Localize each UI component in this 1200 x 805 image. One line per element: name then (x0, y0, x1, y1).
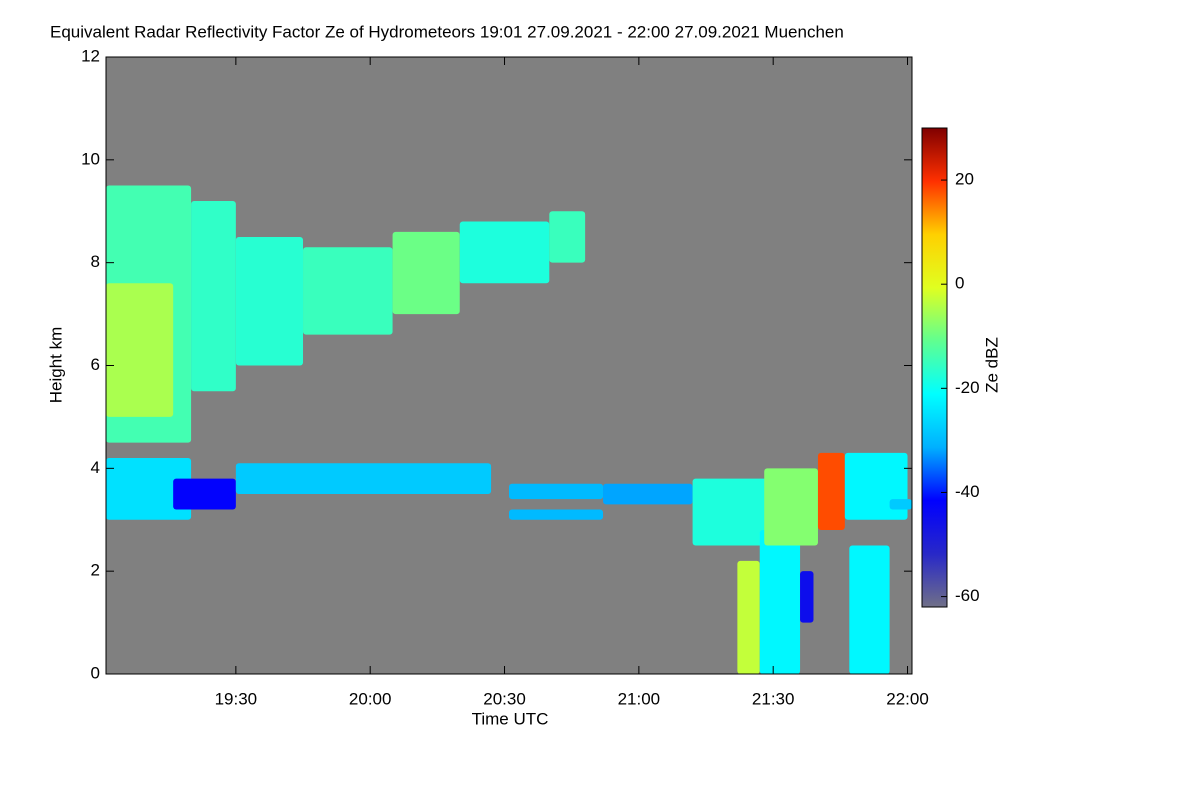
x-tick-label: 20:30 (483, 689, 526, 708)
reflectivity-cell (173, 478, 236, 510)
reflectivity-cell (191, 200, 236, 392)
y-tick-label: 8 (91, 252, 100, 271)
y-axis-label: Height km (46, 327, 65, 404)
reflectivity-cell (303, 247, 393, 335)
y-tick-label: 10 (81, 149, 100, 168)
reflectivity-cell (800, 571, 814, 623)
y-tick-label: 4 (91, 458, 100, 477)
y-tick-label: 12 (81, 46, 100, 65)
reflectivity-cell (844, 452, 908, 520)
x-tick-label: 22:00 (886, 689, 929, 708)
colorbar-tick-label: 20 (955, 170, 974, 189)
colorbar (921, 127, 948, 608)
reflectivity-cell (509, 483, 604, 500)
x-tick-label: 21:30 (752, 689, 795, 708)
reflectivity-cell (392, 231, 460, 315)
colorbar-tick-label: -40 (955, 482, 980, 501)
reflectivity-cell (509, 509, 604, 520)
y-tick-label: 6 (91, 355, 100, 374)
reflectivity-cell (889, 499, 912, 510)
colorbar-label: Ze dBZ (982, 337, 1001, 393)
reflectivity-cell (549, 211, 586, 263)
y-tick-label: 2 (91, 561, 100, 580)
reflectivity-cell (106, 283, 174, 417)
reflectivity-cell (692, 478, 774, 546)
reflectivity-cell (603, 483, 693, 505)
reflectivity-cell (849, 545, 890, 674)
colorbar-tick-label: -60 (955, 586, 980, 605)
reflectivity-cell (106, 458, 192, 520)
reflectivity-cell (817, 452, 845, 531)
x-tick-label: 19:30 (215, 689, 258, 708)
reflectivity-cell (459, 221, 550, 284)
reflectivity-cell (764, 468, 818, 546)
colorbar-tick-label: -20 (955, 378, 980, 397)
reflectivity-cell (235, 236, 304, 366)
x-tick-label: 20:00 (349, 689, 392, 708)
reflectivity-cell (737, 560, 760, 674)
colorbar-tick-label: 0 (955, 274, 964, 293)
x-tick-label: 21:00 (618, 689, 661, 708)
reflectivity-cell (235, 463, 492, 495)
reflectivity-cell (759, 530, 801, 674)
y-tick-label: 0 (91, 663, 100, 682)
chart-title: Equivalent Radar Reflectivity Factor Ze … (50, 22, 844, 41)
x-axis-label: Time UTC (472, 709, 549, 728)
